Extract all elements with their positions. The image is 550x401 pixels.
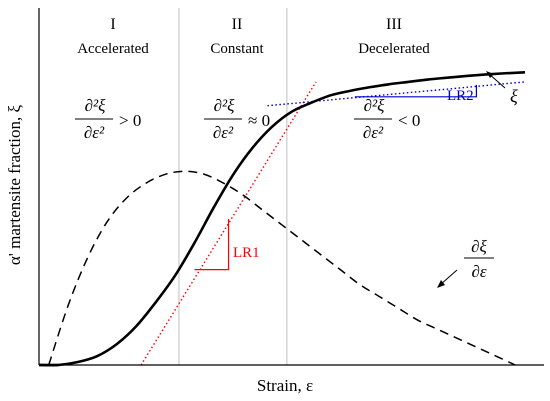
tangent-lines: [140, 81, 526, 366]
derivative-curve: [48, 170, 516, 366]
lr1-label: LR1: [233, 245, 260, 261]
region-3-condition: ∂²ξ ∂ε² < 0: [354, 96, 420, 142]
region-2-name: Constant: [210, 41, 264, 57]
region-1-name: Accelerated: [77, 41, 149, 57]
region-3-numerator: ∂²ξ: [364, 96, 385, 115]
derivative-numerator: ∂ξ: [471, 237, 487, 256]
lr1-tangent-line: [140, 81, 317, 366]
xi-annotation-arrowhead: [486, 71, 494, 78]
region-2-numeral: II: [232, 16, 243, 33]
lr2-label: LR2: [447, 88, 474, 104]
region-2-numerator: ∂²ξ: [214, 96, 235, 115]
region-2-condition: ∂²ξ ∂ε² ≈ 0: [204, 96, 270, 142]
region-2-denominator: ∂ε²: [213, 123, 234, 142]
region-3-relation: < 0: [398, 111, 420, 130]
lr1-slope-triangle: [194, 218, 230, 271]
region-1-condition: ∂²ξ ∂ε² > 0: [75, 96, 141, 142]
derivative-annotation-arrowhead: [437, 280, 445, 288]
y-axis-label: α' martensite fraction, ξ: [5, 104, 24, 265]
region-3-name: Decelerated: [358, 41, 430, 57]
region-3-denominator: ∂ε²: [363, 123, 384, 142]
lr2-slope-triangle: [354, 84, 477, 98]
region-2-relation: ≈ 0: [248, 111, 270, 130]
martensite-fraction-curve: [38, 71, 526, 367]
derivative-denominator: ∂ε: [471, 262, 486, 281]
region-1-numeral: I: [110, 16, 115, 33]
derivative-annotation-label: ∂ξ ∂ε: [464, 237, 494, 281]
region-1-numerator: ∂²ξ: [85, 96, 106, 115]
region-1-relation: > 0: [119, 111, 141, 130]
region-1-denominator: ∂ε²: [84, 123, 105, 142]
region-boundaries: [178, 8, 288, 365]
x-axis-label: Strain, ε: [257, 376, 313, 395]
region-3-numeral: III: [386, 16, 402, 33]
xi-annotation-label: ξ: [510, 86, 518, 106]
lr2-tangent-line: [267, 81, 526, 107]
curves: [38, 71, 526, 367]
